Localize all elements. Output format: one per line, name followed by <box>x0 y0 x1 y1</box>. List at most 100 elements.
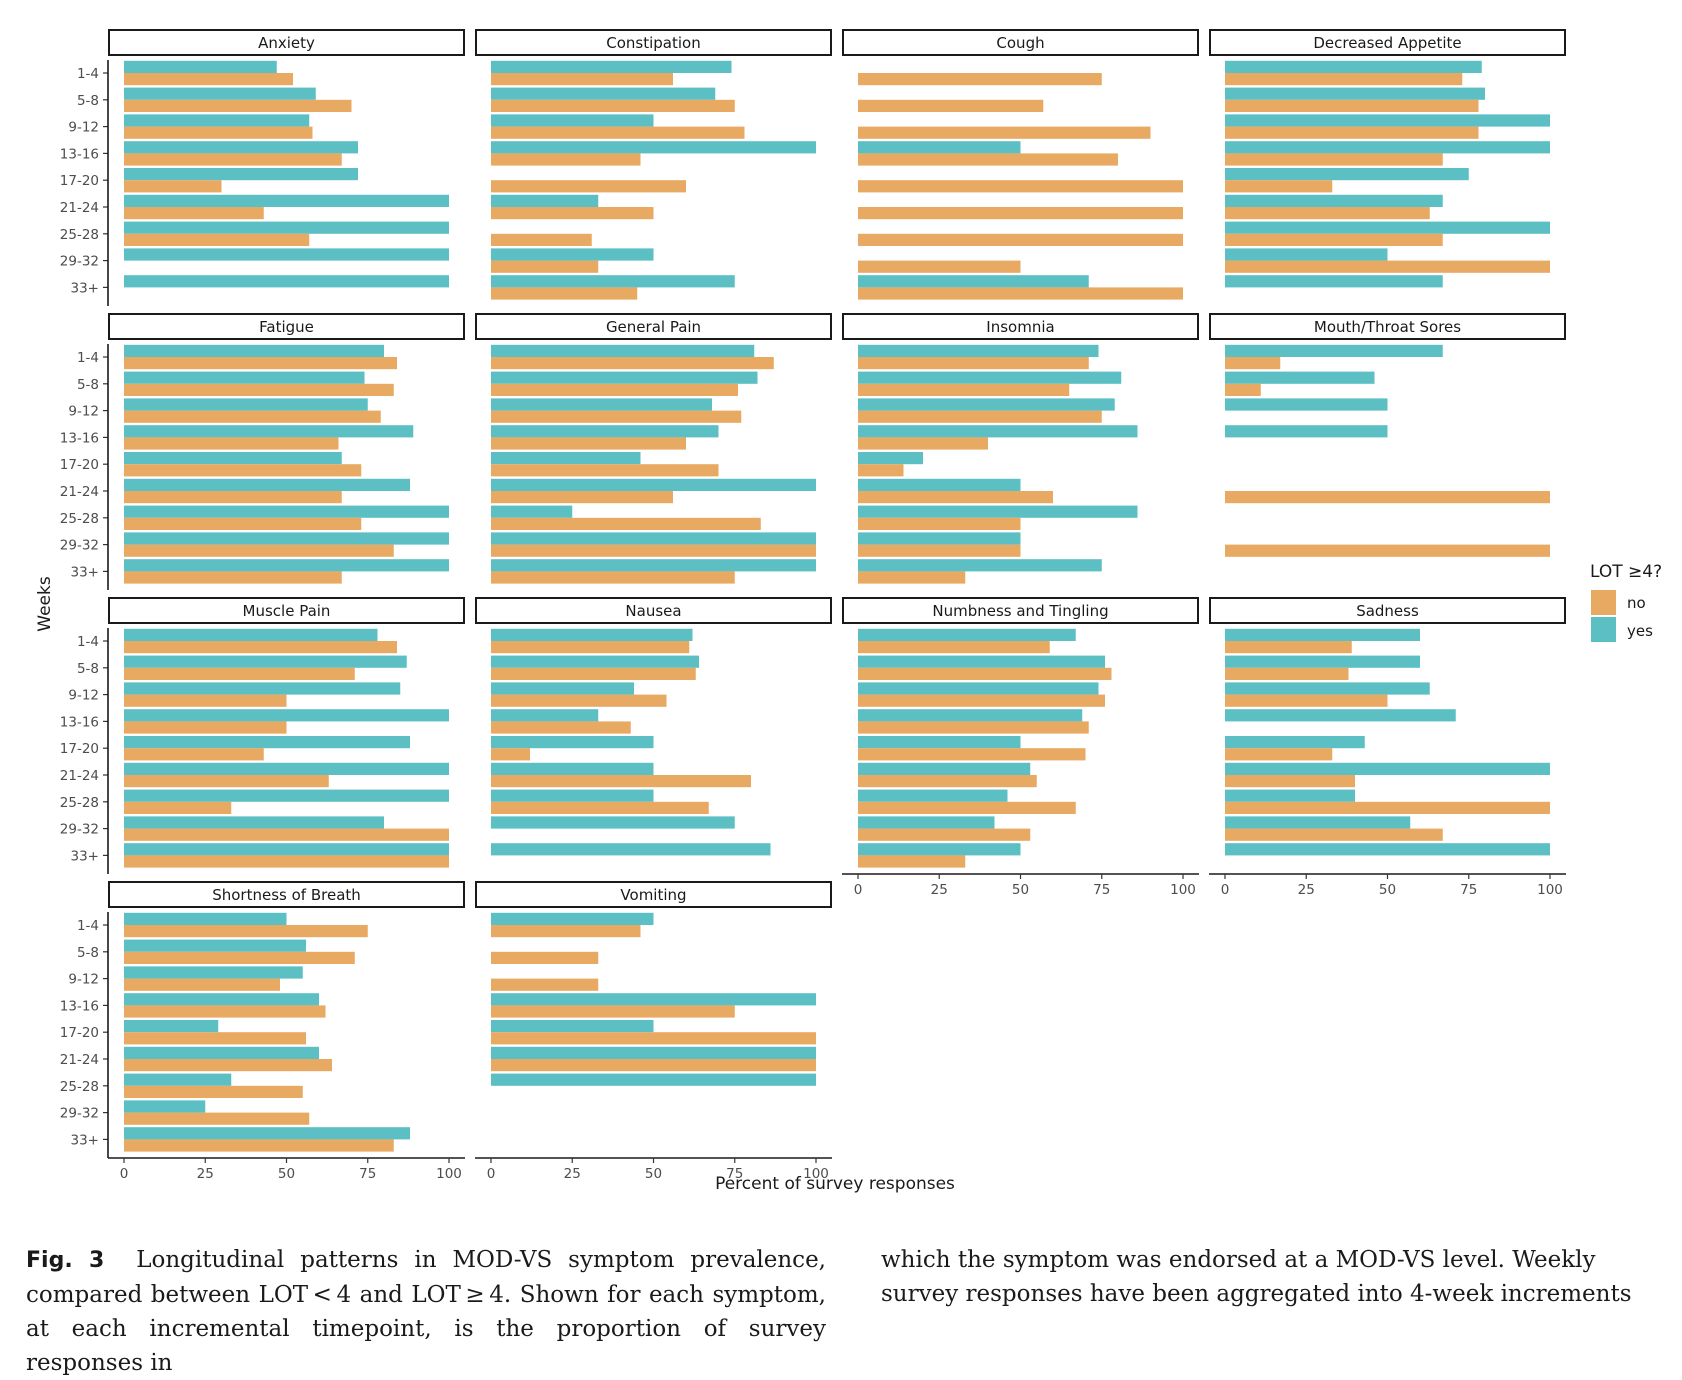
bar-no <box>124 383 394 396</box>
panel-decreased-appetite: Decreased Appetite <box>1209 29 1566 288</box>
y-tick-label: 9-12 <box>68 120 99 136</box>
panel-mouth-throat-sores: Mouth/Throat Sores <box>1209 313 1566 557</box>
bar-yes <box>1225 344 1443 357</box>
bar-yes <box>858 344 1099 357</box>
bar-yes <box>491 789 654 802</box>
y-tick-label: 21-24 <box>60 484 99 500</box>
bar-yes <box>124 221 449 234</box>
bar-no <box>858 775 1037 788</box>
bar-no <box>1225 544 1550 557</box>
bar-no <box>1225 180 1333 193</box>
bar-yes <box>491 1073 816 1086</box>
y-tick-label: 33+ <box>71 848 100 864</box>
strip-box <box>1209 597 1566 624</box>
bar-yes <box>491 505 573 518</box>
bar-no <box>1225 748 1333 761</box>
bar-yes <box>858 425 1138 438</box>
y-tick-label: 9-12 <box>68 972 99 988</box>
caption-text-left: Longitudinal patterns in MOD-VS symptom … <box>26 1247 826 1376</box>
x-tick-label: 25 <box>197 1166 214 1182</box>
bar-yes <box>858 371 1122 384</box>
bar-no <box>124 1032 306 1045</box>
bar-yes <box>124 993 319 1006</box>
strip-title: Decreased Appetite <box>1313 34 1461 52</box>
bar-yes <box>124 762 449 775</box>
strip-title: Constipation <box>606 34 700 52</box>
y-tick-label: 5-8 <box>77 93 99 109</box>
bar-yes <box>858 843 1021 856</box>
bar-no <box>858 437 988 450</box>
bar-yes <box>858 789 1008 802</box>
strip-box <box>475 29 832 56</box>
panel-insomnia: Insomnia <box>842 313 1199 584</box>
strip-box <box>842 313 1199 340</box>
x-tick-label: 0 <box>120 1166 129 1182</box>
bar-yes <box>491 762 654 775</box>
y-tick-label: 25-28 <box>60 795 99 811</box>
strip-title: Sadness <box>1356 602 1419 620</box>
bar-no <box>491 153 641 166</box>
y-tick-label: 25-28 <box>60 1079 99 1095</box>
bar-no <box>858 410 1102 423</box>
bar-no <box>124 571 342 584</box>
panel-constipation: Constipation <box>475 29 832 300</box>
x-tick-label: 25 <box>564 1166 581 1182</box>
bar-no <box>491 410 742 423</box>
bar-no <box>124 641 397 654</box>
bar-no <box>491 383 738 396</box>
bar-no <box>124 1112 310 1125</box>
faceted-bar-chart: Anxiety 1-4 5-8 9-12 13-16 17-20 21-24 25-28 29-… <box>35 29 1662 1194</box>
bar-yes <box>1225 816 1411 829</box>
bar-no <box>124 1139 394 1152</box>
bar-yes <box>858 655 1105 668</box>
bar-no <box>858 126 1151 139</box>
bar-no <box>124 748 264 761</box>
bar-no <box>858 357 1089 370</box>
bar-yes <box>858 275 1089 288</box>
bar-yes <box>1225 87 1485 100</box>
bar-yes <box>1225 789 1355 802</box>
panel-shortness-of-breath: Shortness of Breath 1-4 5-8 9-12 13-16 17-20 2… <box>60 881 465 1182</box>
bar-yes <box>124 275 449 288</box>
x-tick-label: 0 <box>854 882 863 898</box>
bar-no <box>858 207 1183 220</box>
bar-yes <box>491 371 758 384</box>
strip-title: Fatigue <box>259 318 314 336</box>
bar-no <box>124 153 342 166</box>
bar-yes <box>491 452 641 465</box>
bar-yes <box>858 398 1115 411</box>
y-tick-label: 13-16 <box>60 146 99 162</box>
bar-no <box>491 775 751 788</box>
x-tick-label: 50 <box>1379 882 1396 898</box>
bar-no <box>491 126 745 139</box>
bar-yes <box>491 425 719 438</box>
strip-title: Insomnia <box>986 318 1054 336</box>
bar-no <box>1225 667 1349 680</box>
bar-yes <box>124 1073 232 1086</box>
y-tick-label: 25-28 <box>60 511 99 527</box>
bar-no <box>124 694 287 707</box>
bar-yes <box>124 1020 219 1033</box>
bar-yes <box>1225 168 1469 181</box>
y-tick-label: 5-8 <box>77 661 99 677</box>
y-tick-label: 13-16 <box>60 998 99 1014</box>
bar-no <box>124 1059 332 1072</box>
bar-no <box>124 180 222 193</box>
bar-no <box>858 233 1183 246</box>
caption-left-column: Fig. 3 Longitudinal patterns in MOD-VS s… <box>26 1243 826 1380</box>
bar-no <box>124 207 264 220</box>
bar-yes <box>491 398 712 411</box>
legend: LOT ≥4? no yes <box>1590 562 1662 642</box>
strip-title: Cough <box>996 34 1044 52</box>
y-tick-label: 17-20 <box>60 173 99 189</box>
bar-yes <box>858 532 1021 545</box>
x-tick-label: 0 <box>1221 882 1230 898</box>
bar-yes <box>1225 221 1550 234</box>
bar-no <box>491 437 686 450</box>
bar-yes <box>491 87 716 100</box>
bar-yes <box>124 1046 319 1059</box>
bar-yes <box>491 248 654 261</box>
y-tick-label: 1-4 <box>77 66 99 82</box>
panel-numbness-and-tingling: Numbness and Tingling 0 25 50 75 100 <box>842 597 1199 898</box>
bar-no <box>124 828 449 841</box>
